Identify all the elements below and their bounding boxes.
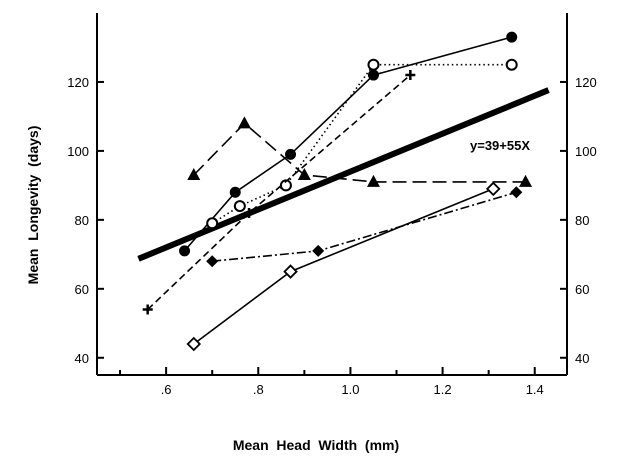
y-tick-label-left: 80 [75, 213, 89, 228]
marker-filled-diamond [510, 186, 523, 199]
marker-open-diamond [283, 264, 298, 279]
y-tick-label-left: 100 [67, 144, 89, 159]
marker-open-diamond [186, 336, 202, 352]
marker-filled-triangle [187, 168, 201, 181]
marker-filled-triangle [297, 168, 311, 181]
y-tick-label-right: 60 [575, 282, 589, 297]
marker-filled-diamond [312, 244, 325, 257]
x-axis-title: Mean Head Width (mm) [233, 437, 399, 453]
marker-open-circle [206, 217, 219, 230]
series-line-dash-dot [212, 191, 517, 262]
marker-filled-circle [367, 69, 379, 81]
marker-plus [142, 304, 153, 315]
marker-filled-circle [179, 245, 191, 257]
series-filled-triangle [187, 116, 533, 187]
x-tick-label: .8 [253, 382, 264, 397]
marker-open-circle [367, 58, 380, 71]
series-plus [142, 70, 416, 315]
x-tick-label: .6 [161, 382, 172, 397]
marker-filled-triangle [237, 116, 251, 129]
marker-filled-diamond [206, 255, 219, 268]
marker-open-circle [505, 58, 518, 71]
marker-filled-circle [506, 31, 518, 43]
series-open-diamond [186, 181, 501, 352]
series-line-dashed [147, 74, 411, 311]
y-axis-title: Mean Longevity (days) [25, 126, 41, 285]
axes: 40 40 60 60 80 80 100 100 120 120 .6 .8 1.0 1.2 1.4 [67, 13, 597, 397]
x-tick-label: 1.2 [434, 382, 452, 397]
marker-filled-triangle [366, 174, 380, 187]
y-tick-label-left: 60 [75, 282, 89, 297]
series-layer [137, 31, 550, 352]
marker-open-diamond [486, 181, 501, 197]
marker-filled-triangle [519, 174, 533, 187]
regression-line [137, 87, 550, 262]
text-layer: Mean Head Width (mm) Mean Longevity (day… [25, 126, 530, 453]
y-tick-label-left: 120 [67, 75, 89, 90]
marker-filled-circle [229, 186, 241, 198]
marker-plus [244, 207, 255, 218]
x-tick-label: 1.0 [341, 382, 359, 397]
y-tick-label-right: 120 [575, 75, 597, 90]
series-filled-diamond [206, 186, 523, 268]
y-tick-label-right: 80 [575, 213, 589, 228]
series-filled-circle [179, 31, 518, 257]
regression-equation-label: y=39+55X [470, 138, 530, 153]
y-tick-label-right: 40 [575, 351, 589, 366]
x-tick-label: 1.4 [526, 382, 544, 397]
marker-plus [405, 70, 416, 81]
y-tick-label-left: 40 [75, 351, 89, 366]
marker-filled-circle [285, 148, 297, 160]
marker-open-circle [233, 200, 246, 213]
y-tick-label-right: 100 [575, 144, 597, 159]
